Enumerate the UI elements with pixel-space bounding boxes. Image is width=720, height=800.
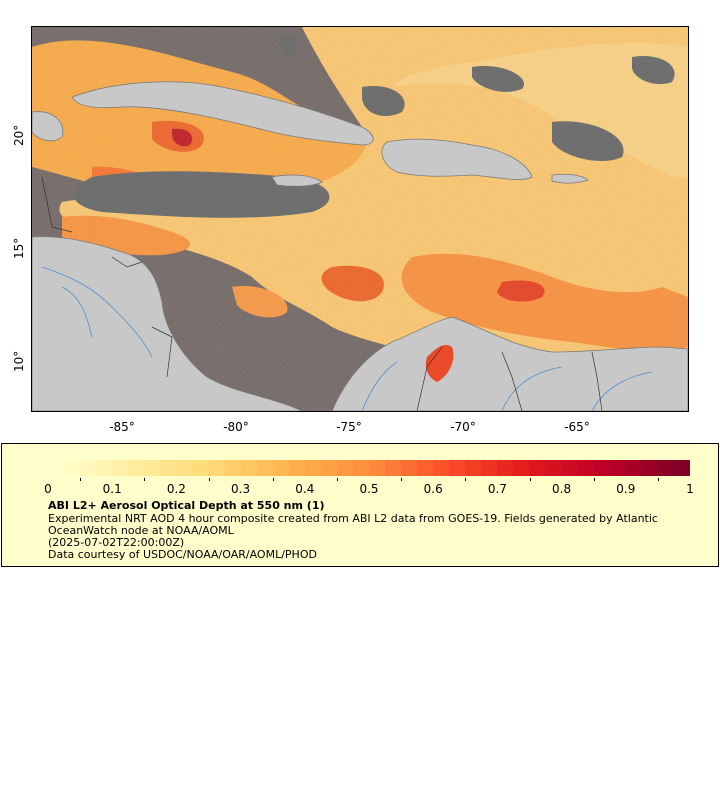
colorbar-tick-label: 0.5	[359, 482, 379, 496]
colorbar-segment	[384, 460, 402, 476]
colorbar-minor-tick	[336, 478, 338, 481]
colorbar-segment	[529, 460, 546, 476]
lon-tick-label: -70°	[450, 420, 476, 434]
lat-tick-label: 20°	[12, 124, 26, 146]
no-data-gaps	[73, 34, 675, 218]
colorbar-minor-tick	[272, 478, 274, 481]
colorbar-segment	[80, 460, 97, 476]
legend-title: ABI L2+ Aerosol Optical Depth at 550 nm …	[48, 499, 325, 512]
colorbar-segment	[657, 460, 674, 476]
colorbar	[48, 460, 690, 476]
colorbar-segment	[449, 460, 466, 476]
colorbar-segment	[368, 460, 385, 476]
colorbar-tick-label: 0.1	[102, 482, 122, 496]
colorbar-tick-label: 0.7	[487, 482, 507, 496]
colorbar-segment	[577, 460, 594, 476]
colorbar-segment	[288, 460, 305, 476]
colorbar-segment	[224, 460, 241, 476]
lat-tick-label: 10°	[12, 350, 26, 372]
land	[32, 81, 688, 411]
colorbar-minor-tick	[144, 478, 146, 481]
colorbar-segment	[641, 460, 658, 476]
legend-panel: 0 0.1 0.2 0.3 0.4 0.5 0.6 0.7 0.8 0.9 1 ABI L2+ Ae…	[1, 443, 719, 567]
rivers	[41, 266, 653, 411]
colorbar-segment	[497, 460, 514, 476]
map-panel	[31, 26, 689, 412]
colorbar-tick-label: 0.6	[423, 482, 443, 496]
lon-tick-label: -75°	[336, 420, 362, 434]
lat-tick-label: 15°	[12, 237, 26, 259]
colorbar-segment	[609, 460, 626, 476]
colorbar-tick-label: 0.4	[295, 482, 315, 496]
colorbar-segment	[272, 460, 289, 476]
legend-title-line: ABI L2+ Aerosol Optical Depth at 550 nm …	[48, 500, 698, 512]
colorbar-segment	[64, 460, 81, 476]
colorbar-segment	[336, 460, 353, 476]
colorbar-segment	[160, 460, 177, 476]
colorbar-segment	[48, 460, 65, 476]
legend-timestamp: (2025-07-02T22:00:00Z)	[48, 536, 185, 549]
colorbar-segment	[96, 460, 113, 476]
jamaica	[271, 174, 323, 187]
central-america	[32, 236, 303, 411]
colorbar-minor-tick	[401, 478, 403, 481]
legend-credit: Data courtesy of USDOC/NOAA/OAR/AOML/PHO…	[48, 548, 317, 561]
colorbar-minor-tick	[593, 478, 595, 481]
colorbar-segment	[176, 460, 193, 476]
cuba	[71, 81, 374, 146]
aod-map	[32, 27, 688, 411]
colorbar-segment	[208, 460, 225, 476]
colorbar-segment	[513, 460, 530, 476]
colorbar-segment	[112, 460, 129, 476]
colorbar-tick-label: 0	[44, 482, 52, 496]
colorbar-tick-label: 0.9	[616, 482, 636, 496]
colorbar-segment	[240, 460, 257, 476]
south-america	[331, 316, 688, 411]
colorbar-tick-label: 0.3	[231, 482, 251, 496]
colorbar-segment	[561, 460, 578, 476]
aod-field	[32, 27, 688, 411]
colorbar-segment	[625, 460, 642, 476]
colorbar-segment	[481, 460, 498, 476]
colorbar-segment	[144, 460, 161, 476]
borders	[41, 176, 603, 411]
colorbar-segment	[320, 460, 337, 476]
colorbar-tick-label: 0.8	[552, 482, 572, 496]
colorbar-segment	[417, 460, 434, 476]
colorbar-segment	[433, 460, 450, 476]
colorbar-segment	[593, 460, 610, 476]
lon-tick-label: -80°	[223, 420, 249, 434]
lon-tick-label: -65°	[564, 420, 590, 434]
colorbar-segment	[545, 460, 562, 476]
colorbar-segment	[256, 460, 273, 476]
colorbar-segment	[304, 460, 321, 476]
colorbar-minor-tick	[529, 478, 531, 481]
colorbar-segment	[401, 460, 418, 476]
legend-description: Experimental NRT AOD 4 hour composite cr…	[48, 512, 658, 537]
colorbar-minor-tick	[657, 478, 659, 481]
colorbar-segment	[352, 460, 369, 476]
colorbar-tick-label: 0.2	[166, 482, 186, 496]
colorbar-minor-tick	[465, 478, 467, 481]
lon-tick-label: -85°	[109, 420, 135, 434]
hispaniola	[381, 138, 533, 180]
colorbar-segment	[128, 460, 145, 476]
puerto-rico	[551, 173, 589, 184]
colorbar-minor-tick	[208, 478, 210, 481]
colorbar-segment	[192, 460, 209, 476]
colorbar-segment	[465, 460, 482, 476]
colorbar-minor-tick	[80, 478, 82, 481]
colorbar-segment	[673, 460, 690, 476]
colorbar-tick-label: 1	[686, 482, 694, 496]
